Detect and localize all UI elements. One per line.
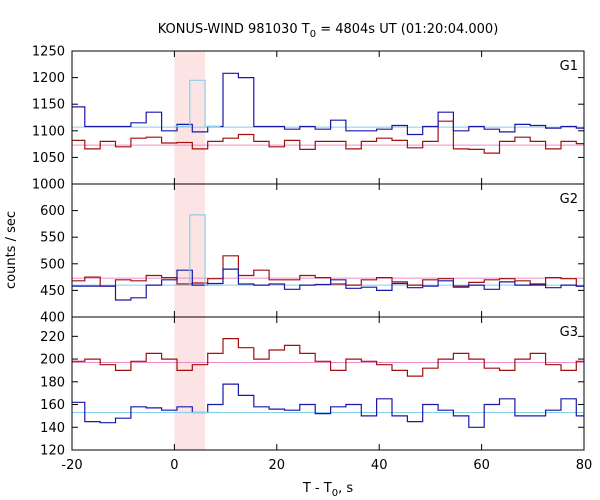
panel-label: G3 (560, 325, 578, 340)
red-series-line (72, 338, 584, 377)
chart-title-subscript: 0 (310, 29, 316, 40)
x-tick-label: 20 (269, 458, 286, 473)
panel-frame (71, 50, 585, 185)
chart-title-prefix: KONUS-WIND 981030 T (158, 22, 310, 37)
red-series-line (72, 255, 584, 287)
y-tick-label: 200 (40, 353, 65, 368)
red-series-line (72, 120, 584, 154)
y-tick-label: 400 (40, 311, 65, 326)
y-tick-label: 600 (40, 204, 65, 219)
blue-series-line (72, 268, 584, 301)
chart-title: KONUS-WIND 981030 T0 = 4804s UT (01:20:0… (158, 22, 499, 40)
blue-series-line (72, 383, 584, 428)
x-tick-label: 0 (170, 458, 178, 473)
panel-g2 (72, 184, 584, 317)
y-tick-label: 1250 (32, 45, 65, 60)
panel-label: G1 (560, 59, 578, 74)
y-tick-label: 500 (40, 257, 65, 272)
chart-title-suffix: = 4804s UT (01:20:04.000) (316, 22, 498, 37)
x-axis-title: T - T0, s (302, 481, 353, 499)
blue-series-line (72, 72, 584, 136)
light-blue-model-line (174, 79, 221, 128)
x-tick-label: 60 (473, 458, 490, 473)
panel-label: G2 (560, 192, 578, 207)
y-tick-label: 140 (40, 421, 65, 436)
y-tick-label: 450 (40, 284, 65, 299)
y-tick-label: 1050 (32, 151, 65, 166)
x-axis-title-prefix: T - T (302, 481, 332, 496)
light-blue-model-line (174, 214, 221, 286)
x-tick-label: -20 (61, 458, 82, 473)
plot-area: 125012001150110010501000G160055050045040… (32, 45, 593, 474)
x-axis-title-suffix: , s (338, 481, 353, 496)
y-axis-title: counts / sec (4, 211, 19, 289)
y-tick-label: 1000 (32, 178, 65, 193)
x-axis-title-subscript: 0 (332, 488, 338, 499)
y-tick-label: 180 (40, 375, 65, 390)
y-tick-label: 120 (40, 444, 65, 459)
x-tick-label: 80 (576, 458, 593, 473)
y-tick-label: 1100 (32, 124, 65, 139)
panel-g3 (72, 317, 584, 450)
y-tick-label: 160 (40, 398, 65, 413)
panel-g1 (72, 51, 584, 184)
x-tick-label: 40 (371, 458, 388, 473)
highlight-interval (174, 317, 206, 450)
panel-frame (71, 316, 585, 451)
y-tick-label: 1150 (32, 98, 65, 113)
y-tick-label: 220 (40, 330, 65, 345)
y-tick-label: 550 (40, 231, 65, 246)
y-tick-label: 1200 (32, 71, 65, 86)
panel-frame (71, 183, 585, 318)
